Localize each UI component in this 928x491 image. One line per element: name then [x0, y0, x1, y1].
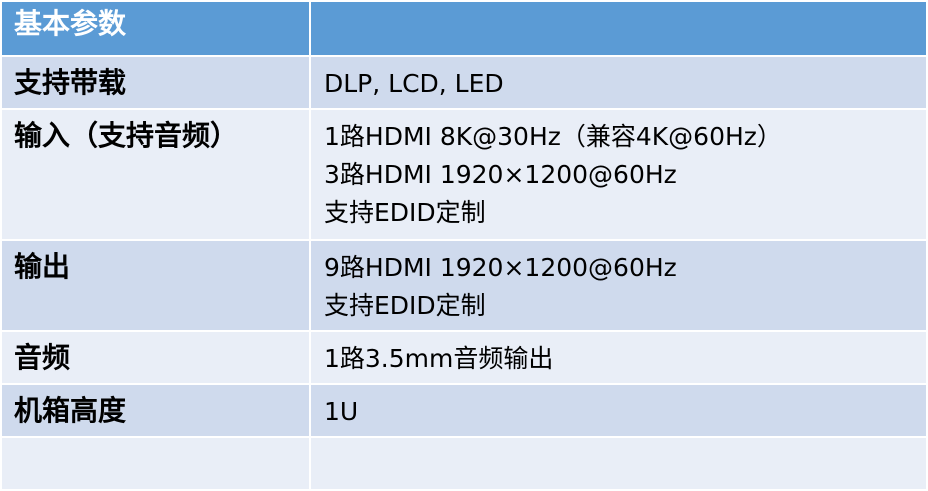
- value-line: 1路HDMI 8K@30Hz（兼容4K@60Hz）: [324, 122, 782, 151]
- row-value: 9路HDMI 1920×1200@60Hz 支持EDID定制: [309, 239, 928, 332]
- value-line: 3路HDMI 1920×1200@60Hz: [324, 160, 677, 189]
- row-value: DLP, LCD, LED: [309, 55, 928, 110]
- row-label: 音频: [0, 330, 311, 385]
- row-value: 1路3.5mm音频输出: [309, 330, 928, 385]
- table-row: 支持带载 DLP, LCD, LED: [0, 55, 928, 110]
- table-row: 输出 9路HDMI 1920×1200@60Hz 支持EDID定制: [0, 239, 928, 332]
- value-line: 支持EDID定制: [324, 291, 486, 320]
- value-line: 9路HDMI 1920×1200@60Hz: [324, 253, 677, 282]
- row-label: 机箱高度: [0, 383, 311, 438]
- value-line: 1U: [324, 397, 359, 426]
- row-value: [309, 436, 928, 491]
- value-line: 1路3.5mm音频输出: [324, 344, 554, 373]
- row-label: 支持带载: [0, 55, 311, 110]
- row-value: 1路HDMI 8K@30Hz（兼容4K@60Hz） 3路HDMI 1920×12…: [309, 108, 928, 241]
- table-row: 输入（支持音频） 1路HDMI 8K@30Hz（兼容4K@60Hz） 3路HDM…: [0, 108, 928, 241]
- table-row-empty: [0, 436, 928, 491]
- row-label: [0, 436, 311, 491]
- header-row: 基本参数: [0, 0, 928, 57]
- header-title: 基本参数: [0, 0, 311, 57]
- row-value: 1U: [309, 383, 928, 438]
- value-line: DLP, LCD, LED: [324, 69, 504, 98]
- header-right: [309, 0, 928, 57]
- table-row: 机箱高度 1U: [0, 383, 928, 438]
- row-label: 输入（支持音频）: [0, 108, 311, 241]
- row-label: 输出: [0, 239, 311, 332]
- table-row: 音频 1路3.5mm音频输出: [0, 330, 928, 385]
- value-line: 支持EDID定制: [324, 198, 486, 227]
